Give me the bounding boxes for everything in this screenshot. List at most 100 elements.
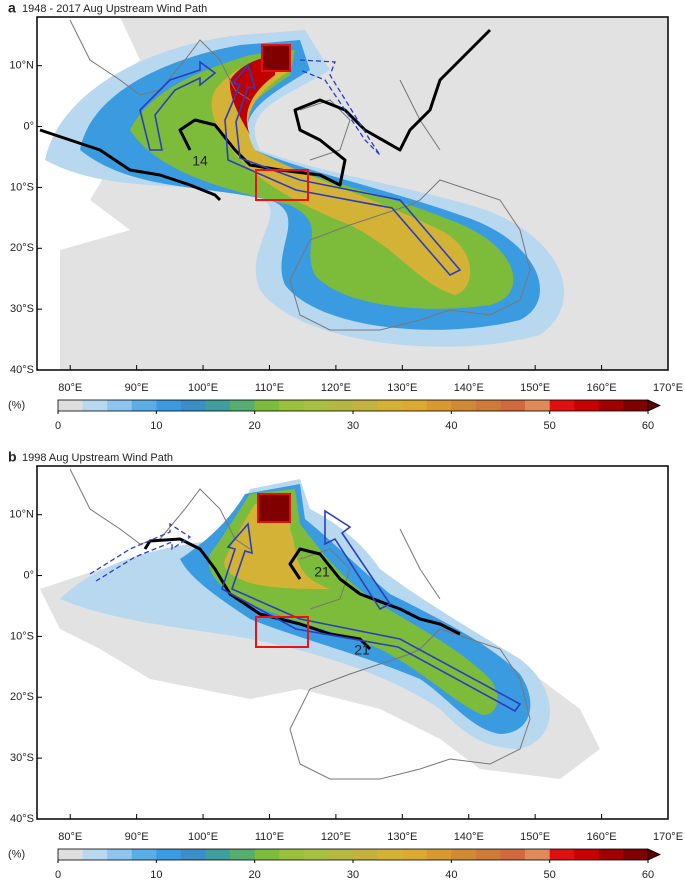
colorbar-bin [82, 400, 108, 411]
x-tick-label: 170°E [653, 382, 683, 394]
y-tick-label: 10°S [10, 630, 34, 642]
colorbar-bin [180, 400, 206, 411]
shading-orange [224, 499, 330, 589]
x-tick-label: 100°E [188, 831, 218, 843]
colorbar-tick-label: 30 [347, 869, 359, 881]
colorbar-bin [574, 400, 600, 411]
colorbar-bin [107, 849, 133, 860]
contour-line [178, 28, 492, 187]
colorbar-tick-label: 30 [347, 420, 359, 432]
colorbar-bin [549, 400, 575, 411]
target-box [255, 616, 309, 648]
y-tick-label: 40°S [10, 364, 34, 376]
y-tick-label: 40°S [10, 813, 34, 825]
contour-label: 14 [192, 153, 208, 169]
x-tick-label: 150°E [520, 831, 550, 843]
target-box [255, 169, 309, 201]
colorbar-bin [254, 849, 280, 860]
colorbar-bin [353, 400, 378, 411]
x-tick-label: 130°E [387, 382, 417, 394]
colorbar-tick-label: 40 [445, 869, 457, 881]
colorbar-bin [500, 849, 526, 860]
source-box [261, 44, 291, 72]
colorbar-bin [279, 400, 305, 411]
contour-line [39, 128, 222, 202]
colorbar-bin [131, 849, 157, 860]
x-tick-label: 80°E [58, 382, 82, 394]
colorbar-tick-label: 10 [150, 420, 162, 432]
colorbar-tick-label: 20 [249, 869, 261, 881]
colorbar-bin [230, 400, 255, 411]
colorbar-unit: (%) [8, 848, 25, 860]
coastline [69, 468, 531, 780]
colorbar-bin [377, 400, 403, 411]
y-tick-label: 30°S [10, 752, 34, 764]
colorbar-bin [426, 849, 452, 860]
wind-arrow [221, 522, 522, 713]
colorbar-bin [279, 849, 305, 860]
x-tick-label: 160°E [587, 382, 617, 394]
colorbar-tick-label: 40 [445, 420, 457, 432]
shading-orange [211, 52, 471, 295]
y-tick-label: 10°N [9, 60, 34, 72]
shading-red [229, 55, 275, 135]
colorbar-bin [156, 849, 182, 860]
colorbar-bin [598, 849, 624, 860]
colorbar-bin [230, 849, 255, 860]
colorbar-bin [205, 849, 231, 860]
wind-arrow [224, 63, 462, 276]
x-tick-label: 140°E [454, 831, 484, 843]
colorbar-bin [475, 849, 501, 860]
panel-title: 1998 Aug Upstream Wind Path [22, 452, 173, 464]
colorbar-bin [574, 849, 600, 860]
colorbar-tick-label: 50 [544, 869, 556, 881]
x-tick-label: 110°E [255, 382, 284, 394]
x-tick-label: 120°E [321, 382, 351, 394]
colorbar-bin [525, 400, 550, 411]
wind-arrow [324, 509, 392, 611]
x-tick-label: 170°E [653, 831, 683, 843]
contour-line [288, 547, 461, 636]
panel-label: b [8, 449, 17, 465]
colorbar-bin [402, 849, 428, 860]
colorbar-bin [475, 400, 501, 411]
colorbar-bin [623, 400, 649, 411]
colorbar-bin [525, 849, 550, 860]
colorbar-bin [180, 849, 206, 860]
colorbar-bin [303, 849, 329, 860]
coastline [69, 19, 531, 331]
colorbar-bin [328, 400, 354, 411]
colorbar-bin [623, 849, 649, 860]
colorbar-extend [647, 399, 661, 412]
colorbar-tick-label: 20 [249, 420, 261, 432]
map-frame [36, 465, 669, 820]
y-tick-label: 20°S [10, 691, 34, 703]
colorbar-extend [647, 848, 661, 861]
colorbar-bin [107, 400, 133, 411]
x-tick-label: 120°E [321, 831, 351, 843]
colorbar-bin [156, 400, 182, 411]
map-frame [36, 16, 669, 371]
y-tick-label: 20°S [10, 242, 34, 254]
x-tick-label: 150°E [520, 382, 550, 394]
colorbar-bin [549, 849, 575, 860]
colorbar-tick-label: 0 [55, 869, 61, 881]
colorbar-bin [451, 400, 477, 411]
wind-arrow [139, 60, 217, 151]
y-tick-label: 10°S [10, 181, 34, 193]
contour-label: 21 [314, 564, 330, 580]
map-b: 21 21 [37, 466, 668, 819]
y-tick-label: 0° [23, 120, 34, 132]
colorbar-tick-label: 10 [150, 869, 162, 881]
x-tick-label: 130°E [387, 831, 417, 843]
colorbar-bin [500, 400, 526, 411]
colorbar-bin [82, 849, 108, 860]
y-tick-label: 10°N [9, 509, 34, 521]
colorbar-tick-label: 50 [544, 420, 556, 432]
colorbar-unit: (%) [8, 399, 25, 411]
panel-label: a [8, 0, 16, 16]
colorbar-bin [328, 849, 354, 860]
contour-label: 21 [354, 642, 370, 658]
map-a: 14 [37, 17, 668, 370]
wind-arrow-dashed [89, 522, 192, 582]
